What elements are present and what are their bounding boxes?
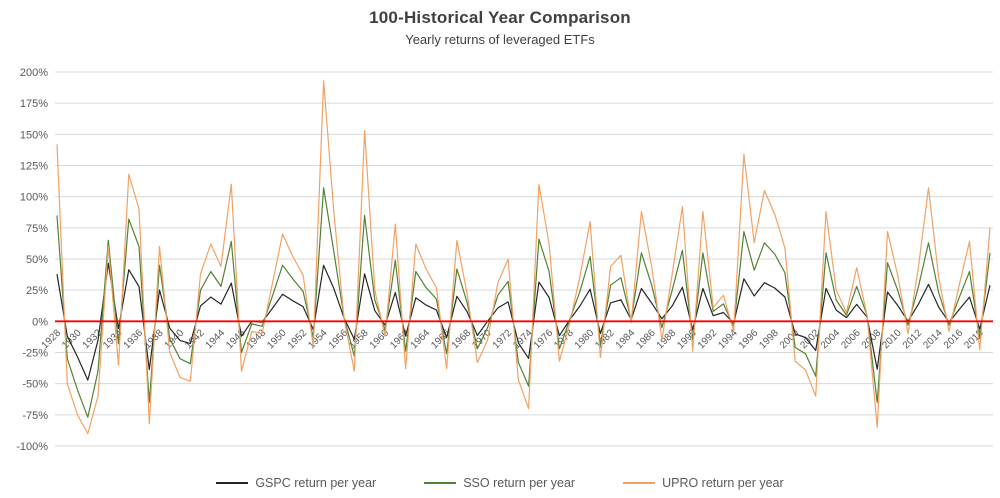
series-line-gspc <box>56 262 991 381</box>
series-line-sso <box>56 187 991 418</box>
y-tick-label: -25% <box>22 348 48 360</box>
x-tick-label: 1984 <box>614 327 638 351</box>
x-tick-label: 1930 <box>60 327 84 351</box>
x-tick-label: 1964 <box>409 327 433 351</box>
y-tick-label: 200% <box>20 67 48 79</box>
x-tick-label: 1950 <box>265 327 289 351</box>
chart-title: 100-Historical Year Comparison <box>369 8 631 27</box>
legend-label-upro: UPRO return per year <box>662 476 784 490</box>
x-tick-label: 1960 <box>368 327 392 351</box>
x-tick-label: 1948 <box>245 327 269 351</box>
x-tick-label: 1944 <box>204 327 228 351</box>
x-tick-label: 2006 <box>839 327 863 351</box>
x-tick-label: 2000 <box>778 327 802 351</box>
legend-item-sso: SSO return per year <box>424 476 575 490</box>
y-tick-label: 150% <box>20 129 48 141</box>
x-tick-label: 1978 <box>552 327 576 351</box>
legend-item-upro: UPRO return per year <box>623 476 784 490</box>
x-tick-label: 1954 <box>306 327 330 351</box>
x-tick-label: 1998 <box>757 327 781 351</box>
x-tick-label: 1982 <box>593 327 617 351</box>
upro-line-swatch <box>623 482 656 484</box>
chart-legend: GSPC return per year SSO return per year… <box>0 476 1000 490</box>
x-tick-label: 1946 <box>224 327 248 351</box>
sso-line-swatch <box>424 482 457 484</box>
x-tick-label: 1936 <box>122 327 146 351</box>
y-tick-label: 25% <box>26 285 48 297</box>
x-tick-label: 1980 <box>573 327 597 351</box>
chart-header: 100-Historical Year Comparison Yearly re… <box>0 8 1000 47</box>
x-tick-label: 1990 <box>675 327 699 351</box>
x-tick-label: 1976 <box>532 327 556 351</box>
x-tick-label: 2016 <box>942 327 966 351</box>
x-tick-label: 1972 <box>491 327 515 351</box>
chart-subtitle: Yearly returns of leveraged ETFs <box>405 32 595 47</box>
y-tick-label: 100% <box>20 192 48 204</box>
x-tick-label: 1988 <box>655 327 679 351</box>
x-tick-label: 1986 <box>634 327 658 351</box>
y-tick-label: 125% <box>20 161 48 173</box>
x-tick-label: 1928 <box>40 327 64 351</box>
y-tick-label: 75% <box>26 223 48 235</box>
x-tick-label: 1994 <box>716 327 740 351</box>
x-tick-label: 1968 <box>450 327 474 351</box>
series-line-upro <box>56 80 991 435</box>
x-tick-label: 1996 <box>737 327 761 351</box>
y-tick-label: -100% <box>16 441 48 453</box>
y-tick-label: 175% <box>20 98 48 110</box>
x-tick-label: 2018 <box>962 327 986 351</box>
legend-label-gspc: GSPC return per year <box>255 476 377 490</box>
y-tick-label: 50% <box>26 254 48 266</box>
x-tick-label: 2010 <box>880 327 904 351</box>
x-tick-label: 2012 <box>901 327 925 351</box>
x-tick-label: 2014 <box>921 327 945 351</box>
x-tick-label: 1934 <box>101 327 125 351</box>
y-tick-label: 0% <box>32 316 48 328</box>
y-tick-label: -50% <box>22 379 48 391</box>
x-tick-label: 1952 <box>286 327 310 351</box>
y-tick-label: -75% <box>22 410 48 422</box>
x-tick-label: 2004 <box>819 327 843 351</box>
legend-label-sso: SSO return per year <box>463 476 576 490</box>
x-tick-label: 1992 <box>696 327 720 351</box>
legend-item-gspc: GSPC return per year <box>216 476 376 490</box>
gspc-line-swatch <box>216 482 249 484</box>
